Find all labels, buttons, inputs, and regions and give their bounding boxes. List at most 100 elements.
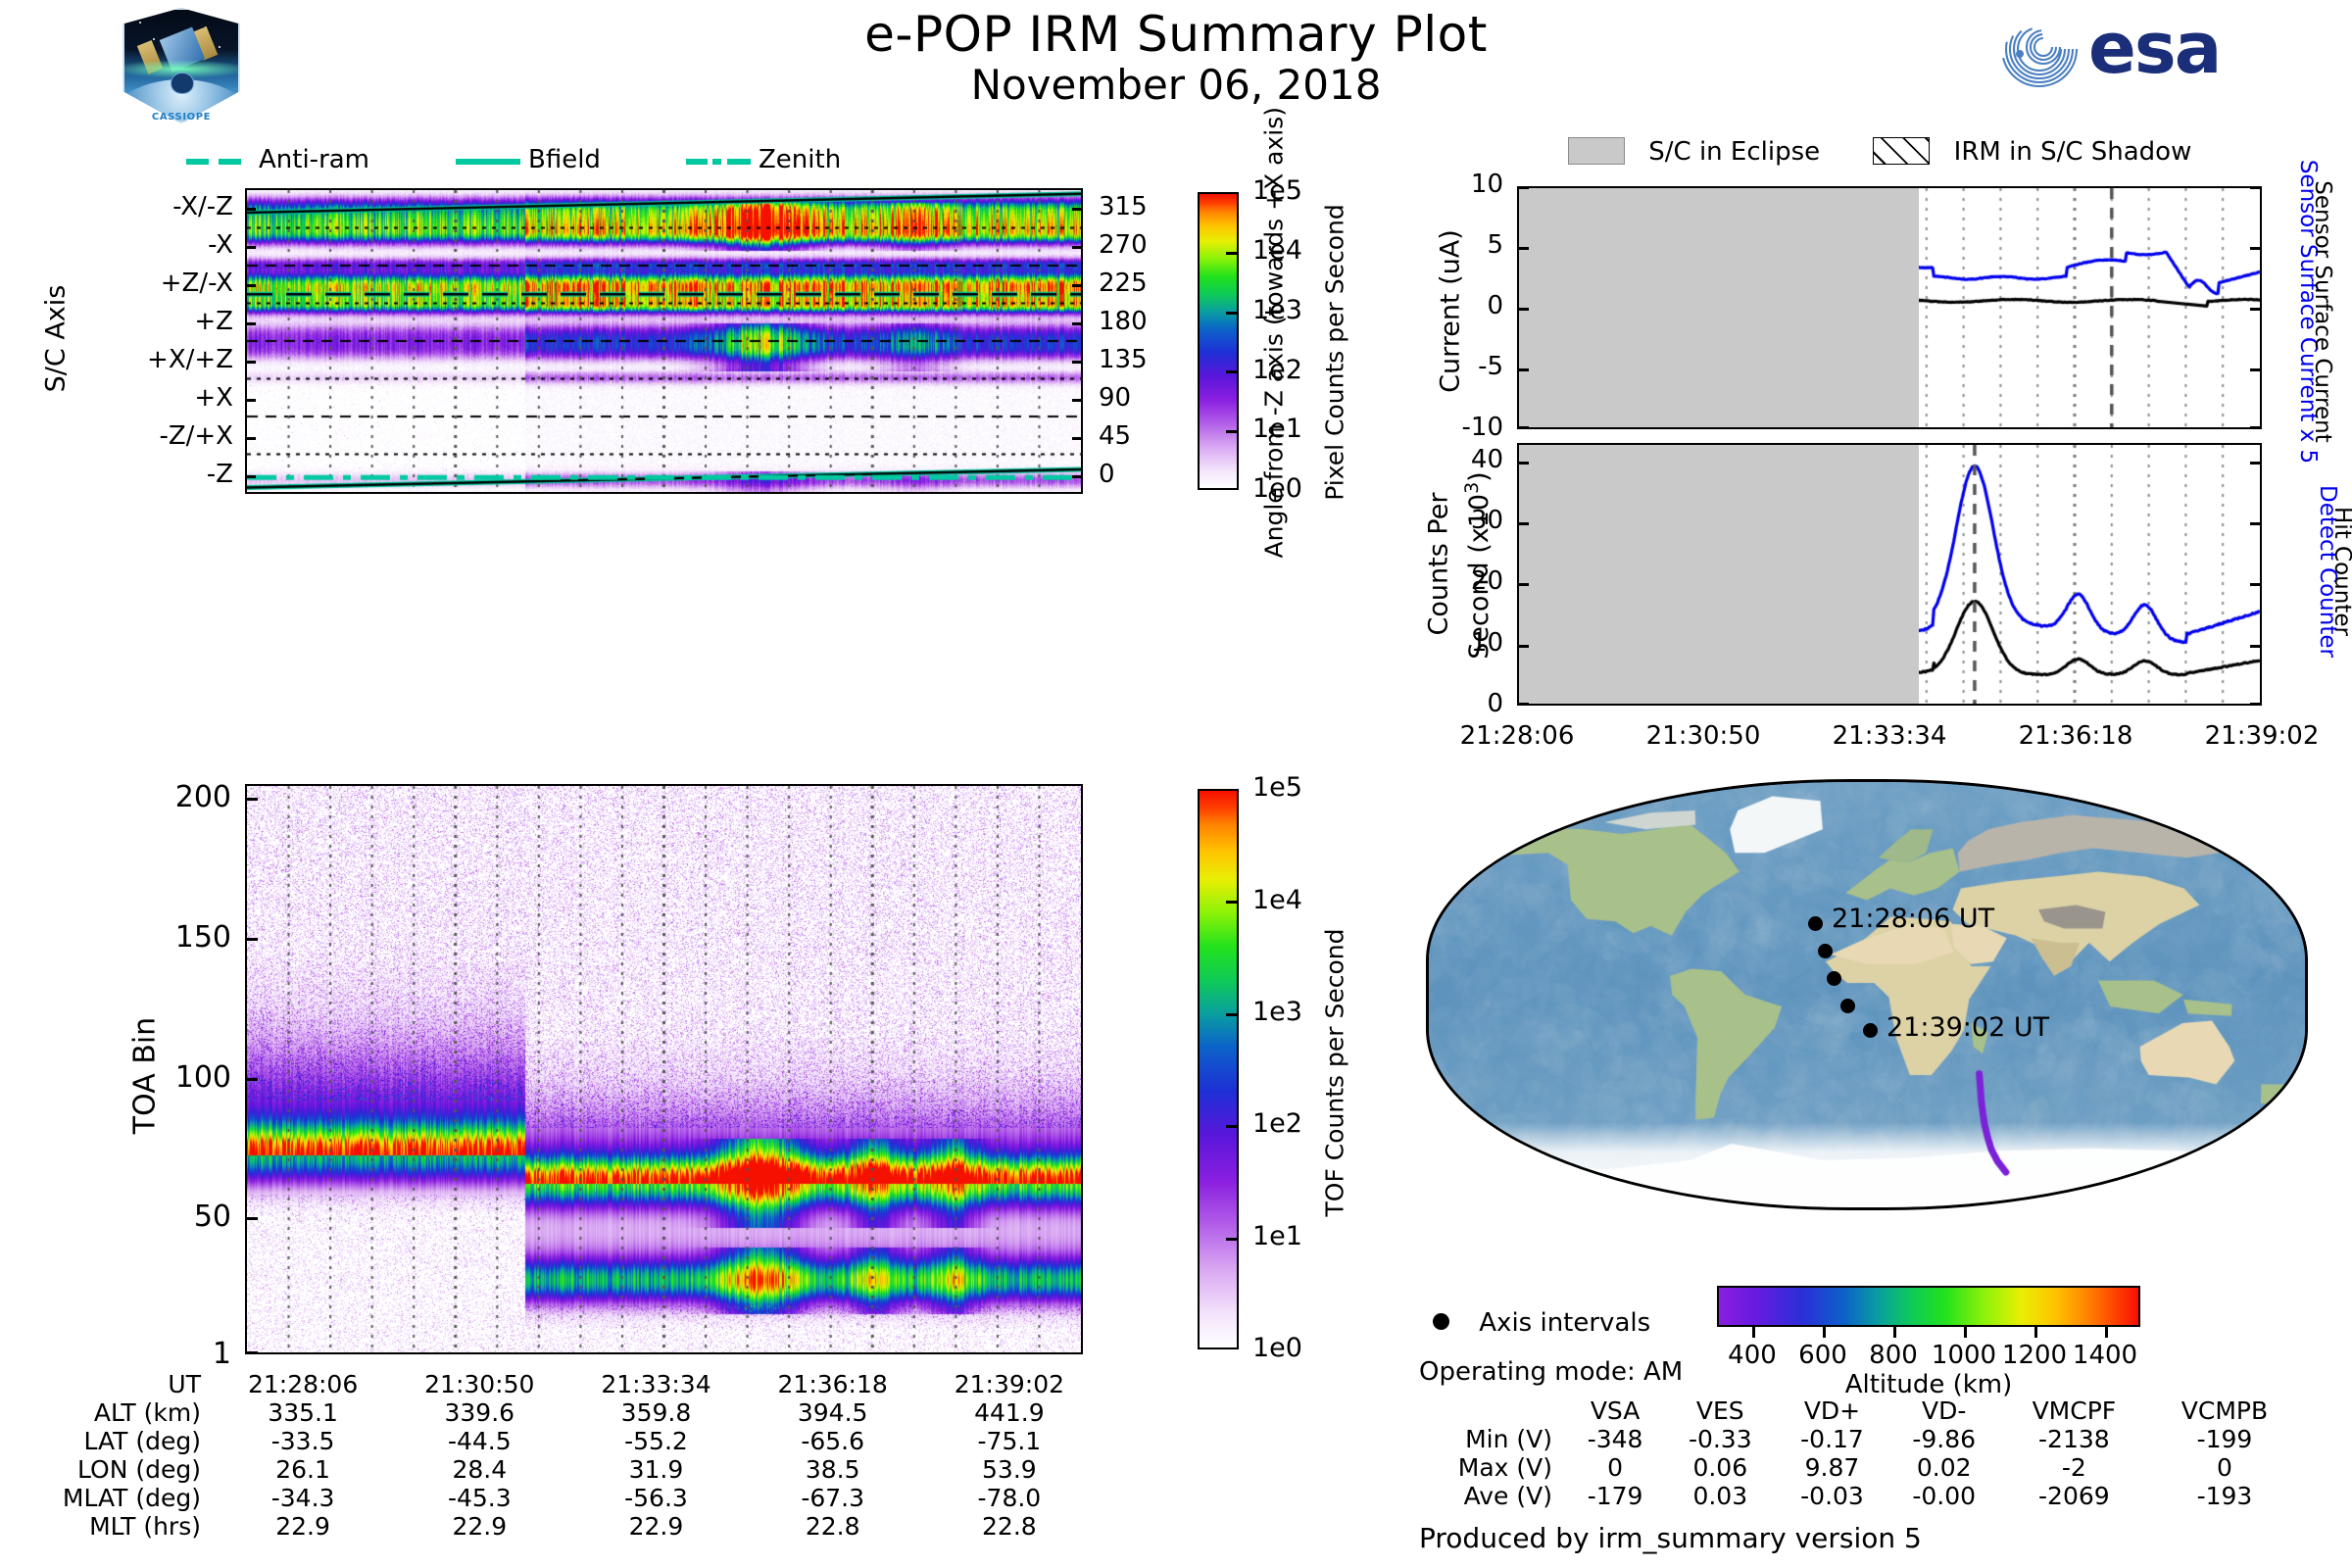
ytick-mark-ax3-yticks-3 xyxy=(1517,368,1529,371)
voltage-cell: -2 xyxy=(2061,1453,2086,1482)
colorbar-tick-cb2-ticks-5: 1e0 xyxy=(1252,1333,1302,1364)
colorbar-tickmark-cb1-ticks-4 xyxy=(1226,430,1239,434)
colorbar-tick-cb1-ticks-1: 1e4 xyxy=(1252,235,1302,267)
voltage-cell: 9.87 xyxy=(1804,1453,1860,1482)
toa-ytick-3: 50 xyxy=(193,1200,231,1235)
ephemeris-cell: -33.5 xyxy=(270,1427,335,1455)
ephemeris-row: LAT (deg) -33.5 -44.5 -55.2 -65.6 -75.1 xyxy=(54,1427,1098,1455)
colorbar-tick-cb1-ticks-5: 1e0 xyxy=(1252,473,1302,505)
voltage-cell: -179 xyxy=(1587,1482,1643,1510)
voltage-cell: 0 xyxy=(1607,1453,1624,1482)
angle-right-tick-6: 45 xyxy=(1099,420,1132,451)
voltage-cell: 0.02 xyxy=(1916,1453,1972,1482)
angle-right-tick-5: 90 xyxy=(1099,382,1132,413)
ephemeris-cell: 31.9 xyxy=(628,1455,684,1484)
world-map-canvas xyxy=(1429,782,2305,1207)
voltage-cell: -2138 xyxy=(2038,1425,2110,1453)
eclipse-swatch-icon xyxy=(1568,137,1625,165)
ytick-mark-r-ax3-yticks-2 xyxy=(2250,308,2262,311)
ephemeris-row-label: LAT (deg) xyxy=(83,1427,201,1455)
voltage-row: Ave (V) -179 0.03 -0.03 -0.00 -2069 -193 xyxy=(1419,1482,2301,1510)
voltage-cell: -0.03 xyxy=(1800,1482,1864,1510)
ephemeris-cell: 21:36:18 xyxy=(777,1370,888,1398)
ytick-mark-r-ax4-yticks-2 xyxy=(2250,583,2262,587)
ephemeris-row-label: MLT (hrs) xyxy=(89,1512,201,1541)
counts-plot[interactable] xyxy=(1517,443,2262,706)
altitude-tickmark-2 xyxy=(1893,1327,1896,1338)
voltage-cell: -199 xyxy=(2196,1425,2253,1453)
voltage-cell: 0.06 xyxy=(1692,1453,1748,1482)
toa-ytick-1: 150 xyxy=(174,919,231,955)
counts-xtick-4: 21:39:02 xyxy=(2204,721,2320,751)
ground-track-map[interactable]: 21:28:06 UT 21:39:02 UT xyxy=(1426,779,2308,1210)
ytick-mark-r-ax4-yticks-0 xyxy=(2250,461,2262,465)
ytick-mark-r-ax3-yticks-3 xyxy=(2250,368,2262,371)
current-plot[interactable] xyxy=(1517,186,2262,429)
angle-right-tick-mark-0 xyxy=(1072,207,1083,211)
colorbar-tick-cb1-ticks-2: 1e3 xyxy=(1252,294,1302,325)
altitude-tickmark-5 xyxy=(2105,1327,2108,1338)
ephemeris-cell: 26.1 xyxy=(275,1455,330,1484)
voltage-column-header: VD+ xyxy=(1803,1396,1861,1425)
ephemeris-cell: -55.2 xyxy=(624,1427,688,1455)
ytick-ax4-yticks-3: 10 xyxy=(1470,627,1503,658)
anti-ram-line-icon xyxy=(186,159,251,165)
ytick-mark-ax3-yticks-4 xyxy=(1517,426,1529,429)
toa-panel-ylabel: TOA Bin xyxy=(127,1016,163,1135)
toa-ytick-mark-1 xyxy=(245,937,258,941)
altitude-tickmark-0 xyxy=(1752,1327,1755,1338)
voltage-cell: -0.33 xyxy=(1688,1425,1752,1453)
counts-xtick-3: 21:36:18 xyxy=(2018,721,2133,751)
current-panel-ylabel: Current (uA) xyxy=(1435,229,1466,393)
voltage-row-label: Min (V) xyxy=(1465,1425,1552,1453)
ephemeris-row: ALT (km) 335.1 339.6 359.8 394.5 441.9 xyxy=(54,1398,1098,1427)
angle-spectrogram-plot[interactable] xyxy=(245,188,1083,494)
angle-right-tick-mark-1 xyxy=(1072,245,1083,249)
zenith-line-icon xyxy=(686,159,751,165)
legend-label-shadow: IRM in S/C Shadow xyxy=(1953,137,2192,167)
ephemeris-cell: -34.3 xyxy=(270,1484,335,1512)
toa-spectrogram-canvas xyxy=(247,786,1081,1352)
angle-ytick-mark-2 xyxy=(245,283,256,287)
angle-ytick-7: -Z xyxy=(206,459,233,489)
angle-right-tick-0: 315 xyxy=(1099,191,1148,221)
cassiope-logo-text: CASSIOPE xyxy=(151,112,212,122)
angle-ytick-mark-3 xyxy=(245,321,256,325)
ephemeris-cell: 21:30:50 xyxy=(424,1370,535,1398)
angle-right-tick-1: 270 xyxy=(1099,229,1148,260)
counts-panel-ylabel-line1: Counts Per xyxy=(1423,492,1454,636)
angle-ytick-6: -Z/+X xyxy=(159,420,233,451)
ephemeris-cell: -44.5 xyxy=(447,1427,512,1455)
voltage-row: Max (V) 0 0.06 9.87 0.02 -2 0 xyxy=(1419,1453,2301,1482)
voltage-cell: -9.86 xyxy=(1912,1425,1977,1453)
toa-spectrogram-plot[interactable] xyxy=(245,784,1083,1354)
angle-ytick-mark-0 xyxy=(245,207,256,211)
ephemeris-row: UT 21:28:06 21:30:50 21:33:34 21:36:18 21:39:… xyxy=(54,1370,1098,1398)
ephemeris-cell: 21:33:34 xyxy=(601,1370,711,1398)
counts-xtick-2: 21:33:34 xyxy=(1832,721,1947,751)
angle-right-tick-mark-6 xyxy=(1072,436,1083,440)
colorbar-tick-cb1-ticks-0: 1e5 xyxy=(1252,175,1302,207)
ephemeris-cell: 22.9 xyxy=(275,1512,330,1541)
ytick-mark-r-ax4-yticks-4 xyxy=(2250,703,2262,706)
voltage-column-header: VES xyxy=(1695,1396,1744,1425)
altitude-tickmark-3 xyxy=(1964,1327,1967,1338)
voltage-cell: 0.03 xyxy=(1692,1482,1748,1510)
altitude-colorbar xyxy=(1717,1286,2140,1327)
colorbar-tickmark-cb2-ticks-4 xyxy=(1226,1237,1239,1241)
toa-ytick-mark-2 xyxy=(245,1077,258,1081)
counts-xtick-1: 21:30:50 xyxy=(1645,721,1761,751)
ytick-mark-ax3-yticks-0 xyxy=(1517,186,1529,189)
ytick-mark-ax3-yticks-2 xyxy=(1517,308,1529,311)
pixel-counts-colorbar-label: Pixel Counts per Second xyxy=(1320,204,1349,501)
ephemeris-cell: 339.6 xyxy=(444,1398,515,1427)
toa-ytick-4: 1 xyxy=(212,1337,231,1371)
pixel-counts-colorbar xyxy=(1198,192,1239,490)
voltage-cell: -2069 xyxy=(2038,1482,2110,1510)
angle-panel-ylabel: S/C Axis xyxy=(40,284,72,393)
ytick-ax3-yticks-4: -10 xyxy=(1461,412,1503,442)
ephemeris-cell: -75.1 xyxy=(977,1427,1042,1455)
operating-mode-label: Operating mode: AM xyxy=(1419,1357,1684,1387)
current-eclipse-shading xyxy=(1519,188,1920,427)
voltage-cell: -193 xyxy=(2196,1482,2253,1510)
